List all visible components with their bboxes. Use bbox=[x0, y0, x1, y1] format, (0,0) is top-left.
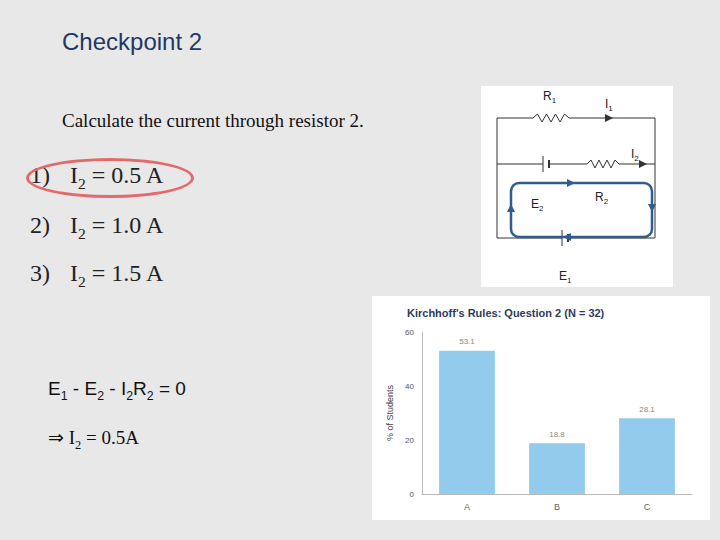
html-text:3): 3) bbox=[30, 260, 50, 286]
svg-text:0: 0 bbox=[410, 490, 415, 499]
html-text:2): 2) bbox=[30, 212, 50, 238]
html-text:1): 1) bbox=[30, 162, 50, 188]
svg-text:Kirchhoff's Rules: Question 2: Kirchhoff's Rules: Question 2 (N = 32) bbox=[407, 307, 605, 319]
svg-text:R2: R2 bbox=[595, 190, 609, 206]
svg-text:% of Students: % of Students bbox=[385, 384, 395, 441]
html-text:E1- E2- I2R2= 0: E1- E2- I2R2= 0 bbox=[48, 378, 186, 403]
svg-text:28.1: 28.1 bbox=[639, 405, 655, 414]
html-text:Calculate the current through: Calculate the current through resistor 2… bbox=[62, 110, 364, 131]
svg-text:18.8: 18.8 bbox=[549, 430, 565, 439]
html-text:I2= 1.0 A: I2= 1.0 A bbox=[70, 212, 164, 242]
html-text:Checkpoint 2: Checkpoint 2 bbox=[62, 28, 203, 55]
svg-text:20: 20 bbox=[405, 436, 414, 445]
svg-text:A: A bbox=[464, 502, 470, 512]
svg-text:53.1: 53.1 bbox=[459, 337, 475, 346]
svg-text:E1: E1 bbox=[559, 269, 572, 285]
svg-text:R1: R1 bbox=[543, 89, 557, 105]
svg-text:B: B bbox=[554, 502, 560, 512]
html-text:⇒ I2= 0.5A: ⇒ I2= 0.5A bbox=[48, 427, 139, 452]
svg-text:I1: I1 bbox=[605, 97, 613, 113]
svg-text:40: 40 bbox=[405, 382, 414, 391]
html-text:I2= 1.5 A: I2= 1.5 A bbox=[70, 260, 164, 290]
svg-text:E2: E2 bbox=[531, 197, 544, 213]
svg-text:C: C bbox=[644, 502, 651, 512]
svg-text:60: 60 bbox=[405, 328, 414, 337]
html-text:I2= 0.5 A: I2= 0.5 A bbox=[70, 162, 164, 192]
svg-text:I2: I2 bbox=[631, 147, 639, 163]
